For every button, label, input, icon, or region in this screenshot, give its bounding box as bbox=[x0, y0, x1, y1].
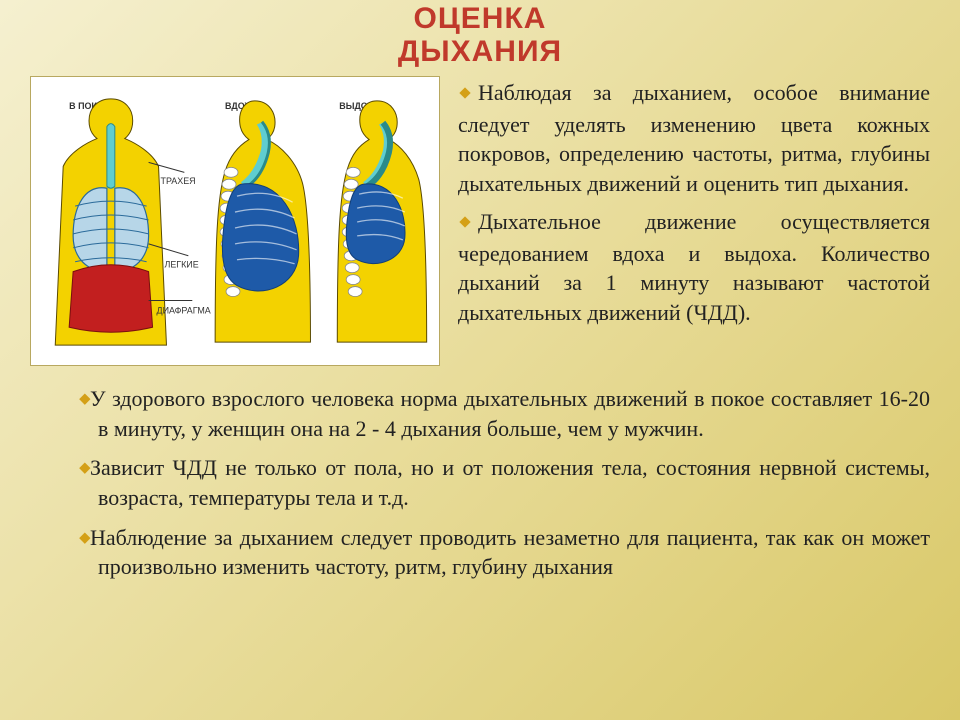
bottom-para-2: Зависит ЧДД не только от пола, но и от п… bbox=[78, 453, 930, 512]
top-section: В ПОКОЕ ВДОХ ВЫДОХ bbox=[30, 76, 930, 366]
label-trachea: ТРАХЕЯ bbox=[161, 176, 196, 186]
diagram-svg: В ПОКОЕ ВДОХ ВЫДОХ bbox=[31, 77, 439, 365]
small-diamond-bullet-icon bbox=[79, 532, 90, 543]
bottom-text-block: У здорового взрослого человека норма дых… bbox=[30, 384, 930, 582]
title-line-2: ДЫХАНИЯ bbox=[398, 35, 562, 68]
small-diamond-bullet-icon bbox=[79, 394, 90, 405]
bottom-para-1: У здорового взрослого человека норма дых… bbox=[78, 384, 930, 443]
small-diamond-bullet-icon bbox=[79, 463, 90, 474]
title-line-1: ОЦЕНКА bbox=[414, 2, 547, 35]
top-para-1: Наблюдая за дыханием, особое внимание сл… bbox=[458, 78, 930, 199]
slide-title: ОЦЕНКА ДЫХАНИЯ bbox=[30, 0, 930, 76]
top-text-block: Наблюдая за дыханием, особое внимание сл… bbox=[458, 76, 930, 366]
bottom-para-2-text: Зависит ЧДД не только от пола, но и от п… bbox=[90, 455, 930, 510]
label-lungs: ЛЕГКИЕ bbox=[164, 260, 198, 270]
diamond-bullet-icon bbox=[458, 207, 472, 237]
top-para-2: Дыхательное движение осуществляется чере… bbox=[458, 207, 930, 328]
top-para-1-text: Наблюдая за дыханием, особое внимание сл… bbox=[458, 80, 930, 196]
bottom-para-1-text: У здорового взрослого человека норма дых… bbox=[90, 386, 930, 441]
diamond-bullet-icon bbox=[458, 78, 472, 108]
bottom-para-3-text: Наблюдение за дыханием следует проводить… bbox=[90, 525, 930, 580]
top-para-2-text: Дыхательное движение осуществляется чере… bbox=[458, 209, 930, 325]
bottom-para-3: Наблюдение за дыханием следует проводить… bbox=[78, 523, 930, 582]
figure-at-rest bbox=[55, 99, 166, 345]
label-diaphragm: ДИАФРАГМА bbox=[157, 305, 211, 315]
breathing-diagram: В ПОКОЕ ВДОХ ВЫДОХ bbox=[30, 76, 440, 366]
figure-inhale bbox=[215, 101, 310, 342]
figure-exhale bbox=[337, 101, 426, 342]
